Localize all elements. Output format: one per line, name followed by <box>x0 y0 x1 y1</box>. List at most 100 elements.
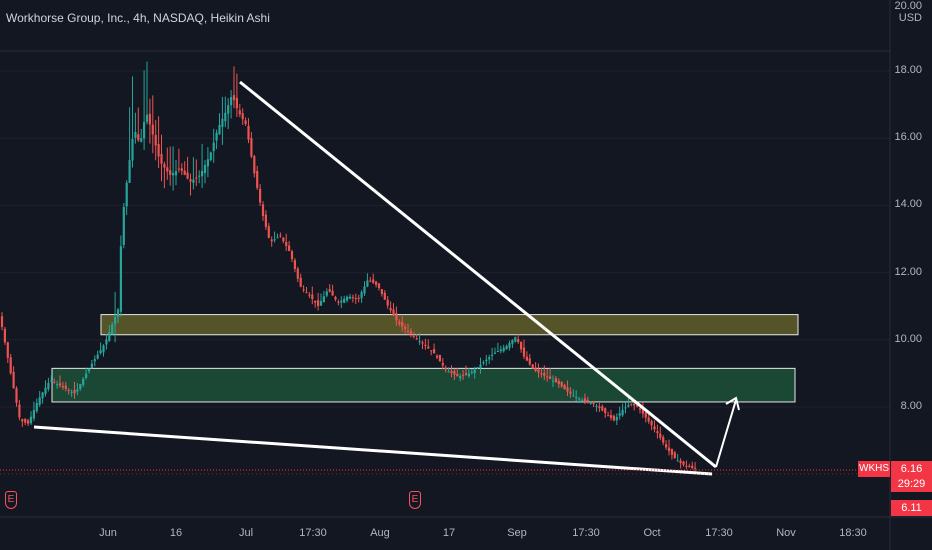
candle-body <box>41 392 44 399</box>
candle-body <box>418 341 421 343</box>
candle-body <box>279 235 282 237</box>
candle-body <box>189 179 192 182</box>
time-tick-label: Jul <box>238 527 254 539</box>
candle-body <box>450 371 453 374</box>
candle-body <box>64 385 67 389</box>
candle-body <box>665 444 668 448</box>
candle-body <box>604 408 607 414</box>
candle-body <box>143 121 146 139</box>
support-zone[interactable] <box>51 367 796 403</box>
price-tick-label: 10.00 <box>894 332 922 345</box>
candle-body <box>598 406 601 409</box>
candle-body <box>621 409 624 416</box>
candle-body <box>174 171 178 176</box>
candle-body <box>206 159 209 167</box>
candle-body <box>232 95 236 101</box>
candle-body <box>366 280 369 287</box>
price-zones[interactable] <box>51 314 799 403</box>
candle-body <box>569 391 572 394</box>
candle-body <box>380 289 383 294</box>
candle-body <box>238 110 241 115</box>
trend-drawings[interactable] <box>33 80 740 476</box>
candle-body <box>70 391 73 393</box>
lower-trendline[interactable] <box>33 425 713 476</box>
candle-body <box>328 289 331 292</box>
candle-body <box>209 152 212 161</box>
candle-body <box>511 340 514 344</box>
candle-body <box>424 344 427 347</box>
candle-body <box>215 132 218 141</box>
candle-body <box>435 355 439 358</box>
candle-body <box>630 403 633 405</box>
price-tick-label: 18.00 <box>894 64 922 76</box>
candle-body <box>90 363 93 369</box>
candle-body <box>311 294 314 300</box>
candle-body <box>485 359 488 362</box>
candle-body <box>15 388 18 403</box>
candle-body <box>589 402 592 404</box>
earnings-icon[interactable]: E <box>409 491 421 509</box>
candle-body <box>177 168 180 170</box>
upper-trendline[interactable] <box>239 80 717 469</box>
candle-body <box>438 354 441 362</box>
candle-body <box>647 417 650 422</box>
current-price-label: 6.16 <box>891 461 932 477</box>
candle-body <box>195 177 198 179</box>
candle-body <box>406 330 410 332</box>
candle-body <box>607 415 610 417</box>
low-price-label: 6.11 <box>891 500 932 516</box>
candle-body <box>694 467 697 469</box>
candle-body <box>259 188 262 203</box>
candle-body <box>169 170 172 176</box>
candle-body <box>433 349 436 354</box>
candle-body <box>412 335 415 337</box>
candle-body <box>314 300 317 303</box>
candle-body <box>293 260 296 269</box>
candle-body <box>656 431 659 434</box>
resistance-zone[interactable] <box>100 314 799 336</box>
candle-body <box>53 382 56 384</box>
candle-body <box>348 296 352 299</box>
candle-body <box>351 297 354 299</box>
candle-body <box>534 367 537 371</box>
time-tick-label: Sep <box>507 527 527 539</box>
candle-body <box>595 405 598 407</box>
candle-body <box>308 294 311 296</box>
candle-body <box>319 301 323 306</box>
candle-body <box>479 364 482 368</box>
candle-body <box>250 137 253 157</box>
time-tick-label: 17 <box>442 527 456 539</box>
projection-arrow-line[interactable] <box>715 399 737 468</box>
candle-body <box>609 415 613 418</box>
candle-body <box>386 299 389 306</box>
candle-body <box>322 296 325 303</box>
grid-lines <box>0 70 890 408</box>
candle-body <box>56 384 59 386</box>
candle-body <box>517 339 520 342</box>
candle-body <box>163 164 166 168</box>
candle-body <box>9 357 12 374</box>
candle-body <box>264 214 267 227</box>
candle-body <box>682 461 685 465</box>
candle-body <box>256 170 259 188</box>
candle-body <box>638 408 642 410</box>
candle-body <box>575 397 578 399</box>
candle-body <box>560 382 563 387</box>
candle-body <box>180 168 183 171</box>
candle-body <box>537 369 540 373</box>
currency-label[interactable]: USD <box>898 12 922 24</box>
candle-body <box>157 144 160 157</box>
candle-body <box>572 395 575 397</box>
candle-body <box>172 173 175 176</box>
candle-body <box>331 290 334 296</box>
candle-body <box>47 382 50 390</box>
candle-body <box>482 362 485 364</box>
earnings-icon[interactable]: E <box>5 491 17 509</box>
candle-body <box>404 326 407 329</box>
candle-body <box>244 120 247 125</box>
candle-body <box>273 239 276 241</box>
candle-body <box>108 332 111 341</box>
time-tick-label: 18:30 <box>839 527 867 539</box>
candle-body <box>61 386 64 388</box>
